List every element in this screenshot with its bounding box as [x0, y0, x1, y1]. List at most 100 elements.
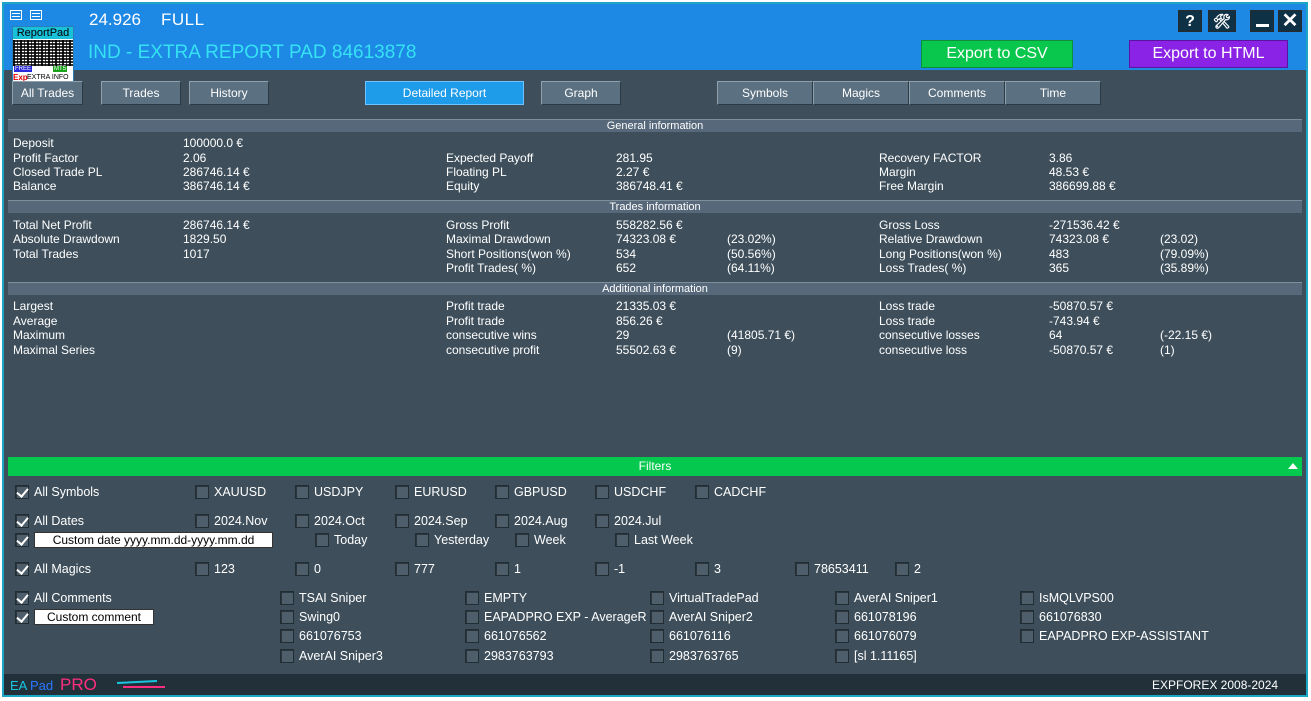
stat-label: Gross Profit [446, 218, 510, 232]
month-checkbox[interactable] [595, 514, 609, 528]
symbol-checkbox[interactable] [395, 485, 409, 499]
comment-label: [sl 1.11165] [854, 649, 917, 663]
comment-checkbox[interactable] [650, 629, 664, 643]
magic-checkbox[interactable] [295, 562, 309, 576]
month-checkbox[interactable] [395, 514, 409, 528]
comment-checkbox[interactable] [835, 591, 849, 605]
magic-label: 123 [214, 562, 235, 576]
magic-checkbox[interactable] [395, 562, 409, 576]
stat-value: (23.02%) [727, 232, 776, 246]
symbol-checkbox[interactable] [595, 485, 609, 499]
comment-checkbox[interactable] [465, 629, 479, 643]
stat-label: 386748.41 € [616, 179, 683, 193]
symbol-checkbox[interactable] [295, 485, 309, 499]
custom-comment-input[interactable]: Custom comment [34, 609, 154, 625]
custom-date-input[interactable]: Custom date yyyy.mm.dd-yyyy.mm.dd [34, 532, 273, 548]
period-checkbox[interactable] [315, 533, 329, 547]
period-checkbox[interactable] [415, 533, 429, 547]
all-dates-checkbox[interactable] [15, 514, 29, 528]
stat-label: Margin [879, 165, 916, 179]
window-menu-icon[interactable] [10, 10, 22, 20]
comment-checkbox[interactable] [280, 610, 294, 624]
magic-checkbox[interactable] [495, 562, 509, 576]
comment-checkbox[interactable] [835, 649, 849, 663]
symbol-checkbox[interactable] [495, 485, 509, 499]
tab-trades[interactable]: Trades [101, 81, 181, 105]
tools-button[interactable]: 🛠 [1208, 10, 1236, 32]
tab-symbols[interactable]: Symbols [717, 81, 813, 105]
comment-checkbox[interactable] [835, 610, 849, 624]
comment-checkbox[interactable] [650, 649, 664, 663]
period-checkbox[interactable] [515, 533, 529, 547]
stat-label: 48.53 € [1049, 165, 1090, 179]
custom-date-checkbox[interactable] [15, 533, 29, 547]
month-checkbox[interactable] [295, 514, 309, 528]
magic-checkbox[interactable] [895, 562, 909, 576]
stat-label: 74323.08 € [616, 232, 677, 246]
collapse-arrow-icon[interactable] [1288, 463, 1298, 469]
stat-label: 55502.63 € [616, 343, 677, 357]
minimize-button[interactable] [1250, 10, 1274, 32]
stat-label: Largest [13, 299, 54, 313]
stat-value: 286746.14 € [183, 165, 250, 179]
period-checkbox[interactable] [615, 533, 629, 547]
month-checkbox[interactable] [195, 514, 209, 528]
comment-checkbox[interactable] [465, 649, 479, 663]
help-button[interactable]: ? [1178, 10, 1202, 32]
stat-label: Profit Factor [13, 151, 79, 165]
comment-checkbox[interactable] [650, 610, 664, 624]
magic-checkbox[interactable] [695, 562, 709, 576]
tab-time[interactable]: Time [1005, 81, 1101, 105]
stat-label: Recovery FACTOR [879, 151, 982, 165]
stat-label: Total Net Profit [13, 218, 92, 232]
comment-checkbox[interactable] [1020, 629, 1034, 643]
magic-label: 3 [714, 562, 721, 576]
stat-label: Floating PL [446, 165, 507, 179]
window-pin-icon[interactable] [30, 10, 42, 20]
symbol-checkbox[interactable] [695, 485, 709, 499]
comment-label: 661076116 [669, 629, 731, 643]
comment-checkbox[interactable] [465, 591, 479, 605]
stat-label: Absolute Drawdown [13, 232, 120, 246]
custom-comment-checkbox[interactable] [15, 610, 29, 624]
comment-checkbox[interactable] [1020, 591, 1034, 605]
all-comments-label: All Comments [34, 591, 112, 605]
tab-comments[interactable]: Comments [909, 81, 1005, 105]
stat-value: (50.56%) [727, 247, 776, 261]
month-checkbox[interactable] [495, 514, 509, 528]
section-header-general: General information [8, 119, 1302, 132]
symbol-label: CADCHF [714, 485, 767, 499]
symbol-checkbox[interactable] [195, 485, 209, 499]
magic-checkbox[interactable] [195, 562, 209, 576]
stat-label: Free Margin [879, 179, 944, 193]
comment-checkbox[interactable] [835, 629, 849, 643]
logo-extra-info: EXTRA INFO [27, 74, 69, 81]
tab-detailed-report[interactable]: Detailed Report [365, 81, 524, 105]
tab-all-trades[interactable]: All Trades [12, 81, 83, 105]
comment-checkbox[interactable] [650, 591, 664, 605]
magic-checkbox[interactable] [795, 562, 809, 576]
all-symbols-checkbox[interactable] [15, 485, 29, 499]
tab-history[interactable]: History [189, 81, 269, 105]
comment-label: 2983763793 [484, 649, 554, 663]
stat-value: 386746.14 € [183, 179, 250, 193]
all-comments-checkbox[interactable] [15, 591, 29, 605]
filters-header[interactable]: Filters [8, 457, 1302, 476]
comment-checkbox[interactable] [465, 610, 479, 624]
export-html-button[interactable]: Export to HTML [1129, 40, 1288, 68]
comment-label: 661076079 [854, 629, 917, 643]
all-magics-checkbox[interactable] [15, 562, 29, 576]
tab-magics[interactable]: Magics [813, 81, 909, 105]
comment-checkbox[interactable] [1020, 610, 1034, 624]
close-button[interactable]: ✕ [1278, 10, 1302, 32]
all-dates-label: All Dates [34, 514, 85, 528]
stat-label: 365 [1049, 261, 1070, 275]
stat-value: (35.89%) [1160, 261, 1209, 275]
magic-checkbox[interactable] [595, 562, 609, 576]
export-csv-button[interactable]: Export to CSV [921, 40, 1073, 68]
comment-checkbox[interactable] [280, 649, 294, 663]
comment-checkbox[interactable] [280, 629, 294, 643]
comment-checkbox[interactable] [280, 591, 294, 605]
tab-graph[interactable]: Graph [541, 81, 621, 105]
